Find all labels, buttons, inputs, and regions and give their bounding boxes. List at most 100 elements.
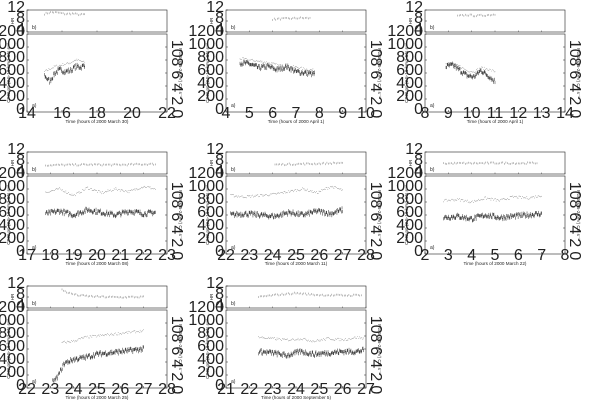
rgs-point [241,59,243,60]
rgs-point [80,60,81,62]
rgs-point [362,338,364,340]
rgs-point [263,337,265,339]
rgs-point [290,65,292,67]
hr-ytick-label: 4 [16,297,25,314]
rgs-point [50,69,51,70]
rgs-point [58,187,60,189]
rgs-point [107,189,109,191]
rgs-point [84,62,86,64]
rgs-point [296,189,298,190]
rgs-point [456,199,458,201]
xtick-label: 6 [514,247,523,264]
rgs-point [109,334,111,335]
rgs-point [106,334,108,336]
rgs-point [284,191,286,193]
rgs-point [250,59,251,61]
rgs-point [251,58,253,60]
rgs-point [116,334,117,336]
rgs-point [64,192,66,194]
rgs-point [262,62,264,64]
rgs-point [316,191,317,192]
rgs-point [66,192,68,194]
rgs-point [258,60,259,62]
rgs-point [95,334,96,336]
rgs-point [293,65,294,67]
hr-ylabel: HR [209,293,214,300]
rgs-point [266,338,267,339]
rgs-point [274,63,276,65]
rgs-point [309,69,311,70]
hr-ytick-label: 8 [215,152,224,169]
xlabel: Time (hours of 2000 March 30) [66,119,129,124]
rgs-point [316,339,318,340]
rgs-point [88,188,90,190]
rgs-point [103,335,105,337]
rgs-point [275,63,277,64]
rgs-point [105,191,107,193]
rgs-point [338,340,340,342]
rgs-point [279,192,281,194]
main-ytick-label: 600 [396,62,423,79]
rgs-point [97,190,99,191]
rgs-point [308,339,309,341]
rgs-point [270,193,272,194]
rgs-point [94,334,95,336]
hr-ytick-label: 12 [206,0,224,16]
rgs-point [529,197,531,199]
rgs-point [294,189,295,191]
main-ytick-label: 200 [197,364,224,381]
rgs-point [286,338,288,340]
rgs-point [292,189,294,191]
rgs-point [491,197,493,199]
rgs-point [338,188,340,190]
rgs-point [70,342,72,343]
hr-ylabel: HR [209,17,214,24]
rgs-point [96,190,97,192]
rgs-point [128,330,130,332]
rgs-point [134,330,136,332]
main-y2label: RGS (0.5-2 keV) Cts s⁻¹ [576,190,581,240]
rgs-point [321,189,323,191]
rgs-point [314,191,316,192]
main-y2tick-label: 4 [367,225,384,234]
rgs-point [114,189,116,190]
rgs-point [309,190,311,192]
rgs-point [137,331,138,333]
rgs-point [230,193,232,195]
hr-ylabel: HR [10,159,15,166]
main-ytick-label: 1000 [387,178,423,195]
rgs-point [88,337,90,339]
rgs-point [265,194,267,195]
rgs-point [292,338,294,339]
xtick-label: 14 [18,105,36,122]
rgs-point [241,195,243,197]
main-y2tick-label: 4 [367,359,384,368]
xtick-label: 22 [18,381,36,398]
rgs-point [479,200,480,201]
rgs-point [273,62,274,64]
rgs-point [80,338,81,340]
rgs-point [457,63,458,65]
main-y2tick-label: 10 [367,316,384,334]
rgs-point [487,198,489,199]
rgs-point [459,200,461,202]
rgs-point [131,331,132,333]
main-ytick-label: 600 [0,338,25,355]
rgs-point [77,60,79,61]
xtick-label: 27 [334,247,352,264]
rgs-point [310,69,312,71]
rgs-point [356,337,358,339]
rgs-point [302,338,304,340]
main-y2tick-label: 0 [367,109,384,118]
main-ytick-label: 400 [0,351,25,368]
rgs-point [517,197,519,199]
rgs-point [55,188,57,190]
rgs-point [72,61,73,63]
hr-panel-frame [26,285,168,309]
rgs-point [331,339,333,341]
rgs-point [523,197,525,199]
rgs-point [519,195,521,197]
rgs-point [102,334,104,336]
rgs-point [45,69,47,71]
hr-ytick-label: 4 [215,21,224,38]
